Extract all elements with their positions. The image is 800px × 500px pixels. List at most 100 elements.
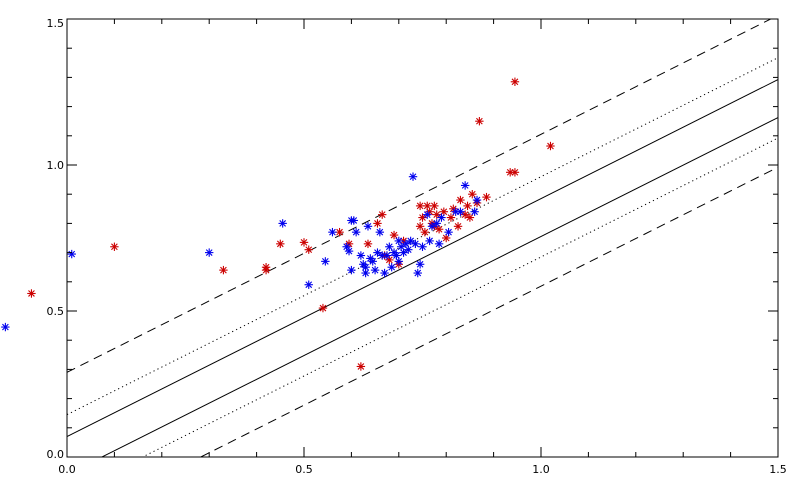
reference-line-dashed-0 xyxy=(67,19,772,373)
data-point xyxy=(299,238,309,247)
plot-frame xyxy=(66,18,779,458)
data-point xyxy=(344,246,354,256)
data-point xyxy=(432,210,441,219)
data-points xyxy=(1,77,555,371)
data-point xyxy=(456,195,465,205)
data-point xyxy=(373,219,382,228)
axes xyxy=(66,18,779,458)
data-point xyxy=(1,322,10,332)
data-point xyxy=(363,222,373,231)
reference-line-dotted-1 xyxy=(67,57,778,416)
data-point xyxy=(418,242,427,251)
data-point xyxy=(347,265,356,275)
tick-labels: 0.0 0.5 1.0 1.5 0.0 0.5 1.0 1.5 xyxy=(47,17,787,476)
data-point xyxy=(423,210,432,219)
data-point xyxy=(368,257,377,266)
data-point xyxy=(380,268,389,278)
data-point xyxy=(67,249,76,259)
data-point xyxy=(385,255,394,265)
reference-line-dotted-4 xyxy=(141,137,778,457)
data-point xyxy=(460,181,470,190)
data-point xyxy=(304,245,313,254)
data-point xyxy=(356,251,366,260)
y-tick-label: 1.5 xyxy=(47,17,65,30)
data-point xyxy=(261,265,271,275)
data-point xyxy=(418,213,427,222)
data-point xyxy=(546,141,555,151)
data-point xyxy=(318,303,328,313)
data-point xyxy=(373,248,382,257)
x-tick-label: 1.5 xyxy=(769,463,787,476)
data-point xyxy=(510,168,520,177)
reference-lines xyxy=(67,19,778,457)
data-point xyxy=(205,248,214,257)
reference-line-dashed-5 xyxy=(199,166,778,457)
reference-line-solid-2 xyxy=(67,79,778,438)
data-point xyxy=(472,195,482,205)
data-point xyxy=(444,227,453,237)
data-point xyxy=(408,172,418,181)
data-point xyxy=(465,213,475,222)
data-point xyxy=(349,216,358,225)
data-point xyxy=(468,190,477,199)
y-tick-label: 0.5 xyxy=(47,305,65,318)
reference-line-solid-3 xyxy=(100,117,778,457)
x-tick-label: 0.5 xyxy=(295,463,313,476)
data-point xyxy=(110,242,119,251)
data-point xyxy=(382,251,392,260)
y-tick-label: 1.0 xyxy=(47,159,65,172)
data-point xyxy=(27,289,36,298)
data-point xyxy=(394,257,403,266)
series-1-points xyxy=(1,172,482,332)
data-point xyxy=(389,230,399,240)
series-0-points xyxy=(27,77,555,371)
data-point xyxy=(363,239,373,249)
data-point xyxy=(335,227,344,237)
y-tick-label: 0.0 xyxy=(47,448,65,461)
data-point xyxy=(387,263,396,272)
data-point xyxy=(510,77,520,86)
x-tick-label: 0.0 xyxy=(58,463,76,476)
data-point xyxy=(430,201,439,211)
data-point xyxy=(351,227,361,237)
data-point xyxy=(475,117,484,126)
data-point xyxy=(432,219,441,228)
data-point xyxy=(437,213,446,222)
data-point xyxy=(321,257,330,266)
data-point xyxy=(413,268,422,278)
data-point xyxy=(276,239,285,249)
data-point xyxy=(434,239,444,249)
data-point xyxy=(378,210,387,219)
data-point xyxy=(463,201,472,211)
data-point xyxy=(370,265,380,275)
data-point xyxy=(446,213,456,222)
data-point xyxy=(304,280,313,289)
data-point xyxy=(420,227,430,237)
data-point xyxy=(385,242,394,251)
data-point xyxy=(425,236,434,246)
data-point xyxy=(219,265,228,275)
data-point xyxy=(342,242,351,251)
data-point xyxy=(406,236,415,246)
data-point xyxy=(375,227,385,237)
data-point xyxy=(482,192,491,202)
data-point xyxy=(415,260,425,269)
data-point xyxy=(278,219,287,228)
data-point xyxy=(328,227,337,237)
data-point xyxy=(361,263,370,272)
data-point xyxy=(361,268,370,278)
data-point xyxy=(456,207,465,216)
data-point xyxy=(404,245,413,254)
data-point xyxy=(356,362,366,371)
data-point xyxy=(415,201,425,211)
data-point xyxy=(470,207,479,216)
data-point xyxy=(453,222,463,231)
data-point xyxy=(378,251,387,260)
data-point xyxy=(411,239,420,249)
data-point xyxy=(460,210,470,219)
data-point xyxy=(415,222,425,231)
data-point xyxy=(399,248,408,257)
x-tick-label: 1.0 xyxy=(532,463,550,476)
data-point xyxy=(427,222,437,231)
